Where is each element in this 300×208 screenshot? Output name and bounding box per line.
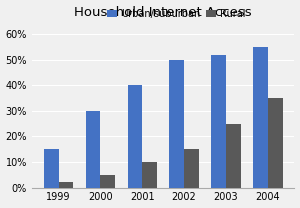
Bar xyxy=(86,111,101,188)
Bar xyxy=(44,149,58,188)
Bar xyxy=(100,175,115,188)
Bar xyxy=(58,182,73,188)
Bar xyxy=(211,55,226,188)
Bar xyxy=(128,85,142,188)
Legend: Urban/suburban, Rural: Urban/suburban, Rural xyxy=(103,5,249,22)
Bar xyxy=(268,98,283,188)
Bar xyxy=(184,149,199,188)
Bar xyxy=(253,47,268,188)
Bar xyxy=(169,60,184,188)
Bar xyxy=(142,162,157,188)
Title: Household Internet Access: Household Internet Access xyxy=(74,6,252,19)
Bar xyxy=(226,124,241,188)
